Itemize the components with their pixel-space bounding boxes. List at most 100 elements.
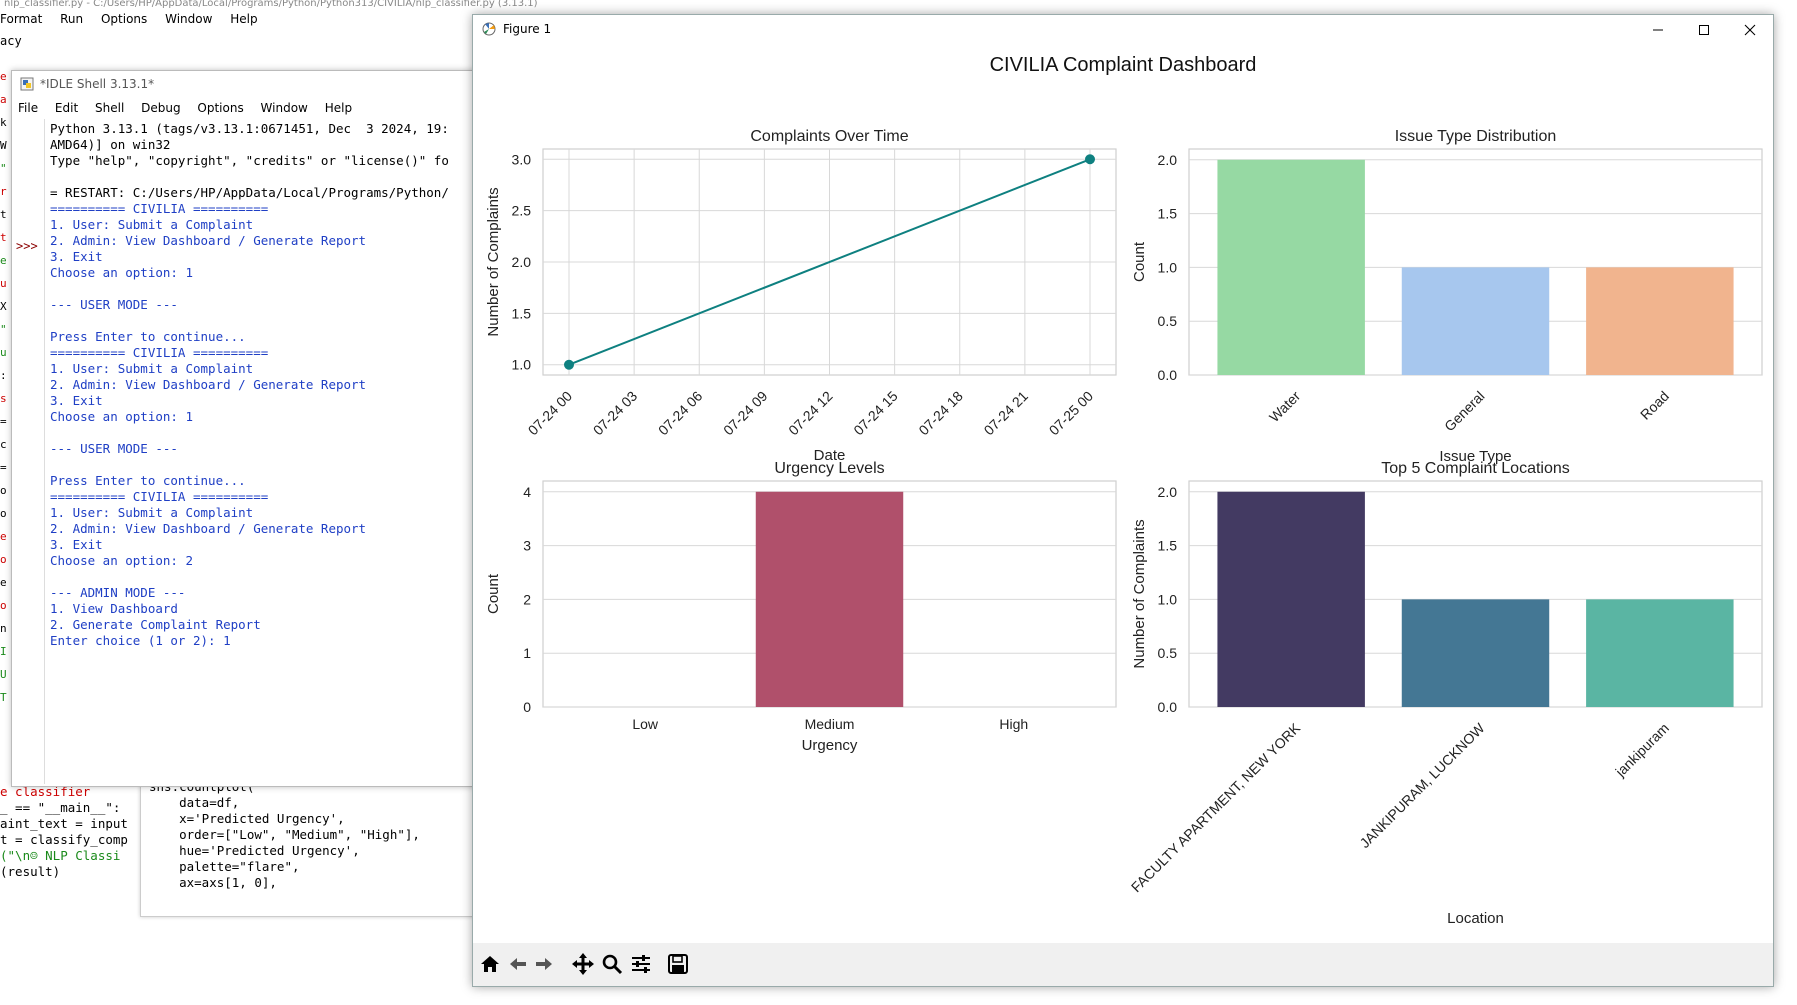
data-point <box>564 359 574 370</box>
menu-format[interactable]: Format <box>0 12 43 26</box>
shell-menu-options[interactable]: Options <box>197 101 244 115</box>
home-button[interactable] <box>477 951 503 977</box>
shell-line <box>50 169 449 185</box>
x-tick-label: 07-24 09 <box>720 388 771 439</box>
zoom-button[interactable] <box>599 951 625 977</box>
shell-line <box>50 569 449 585</box>
y-tick-label: 2.0 <box>512 254 532 270</box>
x-tick-label: Medium <box>805 716 855 732</box>
editor-title: nlp_classifier.py - C:/Users/HP/AppData/… <box>4 0 538 8</box>
x-tick-label: jankipuram <box>1612 720 1672 780</box>
matplotlib-figure-window: Figure 1 CIVILIA Complaint Dashboard Comp… <box>472 14 1774 987</box>
x-tick-label: JANKIPURAM, LUCKNOW <box>1356 719 1488 851</box>
bar <box>1586 267 1734 375</box>
editor-edge-char: : <box>0 369 7 382</box>
y-tick-label: 1.5 <box>1158 206 1178 222</box>
editor-visible-code-edge: e a k W " r t t e u X " u: s = c = o o e o e o n I U T <box>0 70 10 770</box>
shell-line: 2. Admin: View Dashboard / Generate Repo… <box>50 233 367 248</box>
chart-title: Issue Type Distribution <box>1395 128 1557 145</box>
shell-menu-file[interactable]: File <box>18 101 39 115</box>
editor-edge-char: t <box>0 208 7 221</box>
shell-menu-window[interactable]: Window <box>260 101 308 115</box>
menu-options[interactable]: Options <box>100 12 148 26</box>
y-tick-label: 2 <box>523 591 531 607</box>
y-axis-label: Number of Complaints <box>485 187 502 336</box>
chart-top-5-complaint-locations: Top 5 Complaint Locations 0.0 0.5 1.0 1.5 2.0… <box>1128 460 1763 927</box>
configure-subplots-button[interactable] <box>628 951 654 977</box>
editor-code-line: (result) <box>0 864 61 879</box>
x-tick-label: Low <box>632 716 659 732</box>
chart-complaints-over-time: Complaints Over Time 1.0 1.5 2.0 2.5 3.0 Numbe… <box>485 128 1117 464</box>
code-snippet[interactable]: sns.countplot( data=df, x='Predicted Urg… <box>141 773 476 897</box>
shell-line: 1. User: Submit a Complaint <box>50 217 254 232</box>
shell-line: Press Enter to continue... <box>50 473 246 488</box>
editor-code-line: aint_text = input <box>0 816 128 831</box>
shell-menubar: File Edit Shell Debug Options Window Hel… <box>18 101 365 115</box>
shell-menu-help[interactable]: Help <box>324 101 353 115</box>
shell-menu-edit[interactable]: Edit <box>54 101 79 115</box>
y-tick-label: 0.0 <box>1158 699 1178 715</box>
navigation-toolbar <box>473 943 1773 986</box>
y-tick-label: 1.5 <box>512 305 532 321</box>
menu-window[interactable]: Window <box>165 12 213 26</box>
shell-output[interactable]: Python 3.13.1 (tags/v3.13.1:0671451, Dec… <box>50 121 449 649</box>
editor-edge-char: o <box>0 507 7 520</box>
x-axis-label: Date <box>814 447 846 464</box>
y-axis-label: Count <box>1131 241 1148 282</box>
bar <box>1586 599 1734 707</box>
shell-menu-shell[interactable]: Shell <box>95 101 125 115</box>
menu-help[interactable]: Help <box>230 12 258 26</box>
pan-button[interactable] <box>570 951 596 977</box>
y-tick-label: 2.0 <box>1158 152 1178 168</box>
menu-run[interactable]: Run <box>60 12 84 26</box>
y-tick-label: 0 <box>523 699 531 715</box>
y-axis-label: Number of Complaints <box>1131 519 1148 668</box>
close-button[interactable] <box>1727 15 1773 45</box>
editor-edge-char: t <box>0 231 7 244</box>
shell-line: Choose an option: 1 <box>50 409 193 424</box>
editor-edge-char: e <box>0 254 7 267</box>
shell-line: 2. Generate Complaint Report <box>50 617 261 632</box>
shell-line: = RESTART: C:/Users/HP/AppData/Local/Pro… <box>50 185 449 200</box>
x-tick-label: 07-24 12 <box>785 388 836 439</box>
bar <box>1217 159 1365 375</box>
shell-line: ========== CIVILIA ========== <box>50 345 269 360</box>
editor-edge-char: W <box>0 139 7 152</box>
x-tick-label: High <box>999 716 1028 732</box>
shell-line: Choose an option: 2 <box>50 553 193 568</box>
editor-edge-char: e <box>0 70 7 83</box>
dashboard-figure-canvas[interactable]: CIVILIA Complaint Dashboard Complaints Ov… <box>473 15 1773 943</box>
figure-titlebar[interactable]: Figure 1 <box>473 15 1773 45</box>
home-icon <box>481 956 499 972</box>
maximize-button[interactable] <box>1681 15 1727 45</box>
shell-line <box>50 313 449 329</box>
save-button[interactable] <box>665 951 691 977</box>
shell-menu-debug[interactable]: Debug <box>141 101 181 115</box>
forward-button[interactable] <box>531 951 557 977</box>
shell-title: *IDLE Shell 3.13.1* <box>40 77 155 91</box>
x-tick-label: 07-25 00 <box>1046 388 1097 439</box>
y-tick-label: 1.5 <box>1158 538 1178 554</box>
editor-edge-char: " <box>0 162 7 175</box>
editor-edge-char: = <box>0 461 7 474</box>
shell-line: 3. Exit <box>50 393 103 408</box>
y-tick-label: 3.0 <box>512 151 532 167</box>
editor-menubar: Format Run Options Window Help <box>0 12 272 32</box>
maximize-icon <box>1699 25 1709 35</box>
shell-line: 2. Admin: View Dashboard / Generate Repo… <box>50 377 367 392</box>
chart-title: Complaints Over Time <box>750 128 908 145</box>
editor-edge-char: " <box>0 323 7 336</box>
editor-code[interactable]: e classifier _ == "__main__": aint_text = … <box>0 784 128 880</box>
minimize-button[interactable] <box>1635 15 1681 45</box>
shell-line <box>50 457 449 473</box>
configure-subplots-icon <box>632 955 650 973</box>
minimize-icon <box>1653 29 1663 31</box>
shell-line: 1. User: Submit a Complaint <box>50 505 254 520</box>
code-editor-window[interactable]: sns.countplot( data=df, x='Predicted Urg… <box>140 772 477 917</box>
y-tick-label: 2.0 <box>1158 484 1178 500</box>
x-tick-label: 07-24 03 <box>590 388 641 439</box>
editor-edge-char: o <box>0 599 7 612</box>
back-button[interactable] <box>505 951 531 977</box>
bar <box>1401 599 1550 707</box>
chart-title: Top 5 Complaint Locations <box>1381 460 1570 477</box>
